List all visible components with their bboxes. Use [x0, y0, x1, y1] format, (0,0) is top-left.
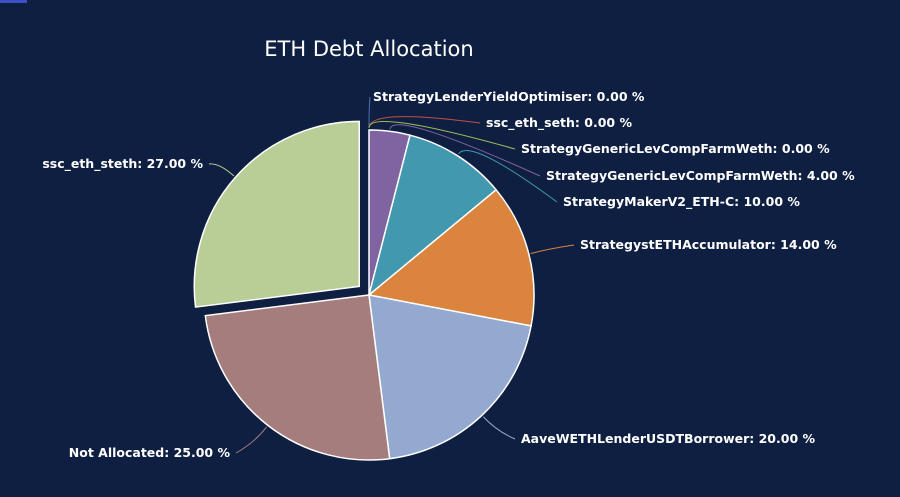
pie-slice-strategystethaccumulator-5[interactable] [367, 188, 535, 327]
pie-slice-aavewethlenderusdtborrower-6[interactable] [368, 294, 532, 460]
corner-accent [0, 0, 27, 3]
data-label-not-allocated-7: Not Allocated: 25.00 % [69, 445, 231, 460]
data-label-strategymakerv2-eth-c-4: StrategyMakerV2_ETH-C: 10.00 % [563, 194, 800, 210]
pie-slice-strategymakerv2-eth-c-4[interactable] [367, 134, 498, 298]
connector-line-ssc-eth-steth-8 [208, 163, 235, 177]
connector-line-not-allocated-7 [235, 426, 268, 454]
pie-slice-ssc-eth-steth-8[interactable] [193, 120, 360, 308]
data-label-strategygenericlevcompfarmweth-3: StrategyGenericLevCompFarmWeth: 4.00 % [546, 168, 855, 183]
data-label-ssc-eth-steth-8: ssc_eth_steth: 27.00 % [42, 156, 203, 172]
connector-line-strategygenericlevcompfarmweth-2 [368, 120, 516, 150]
data-label-aavewethlenderusdtborrower-6: AaveWETHLenderUSDTBorrower: 20.00 % [521, 431, 816, 446]
chart-title: ETH Debt Allocation [264, 37, 473, 61]
data-label-strategygenericlevcompfarmweth-2: StrategyGenericLevCompFarmWeth: 0.00 % [521, 141, 830, 156]
data-label-ssc-eth-seth-1: ssc_eth_seth: 0.00 % [486, 115, 632, 131]
connector-line-aavewethlenderusdtborrower-6 [482, 416, 516, 440]
connector-line-strategygenericlevcompfarmweth-3 [389, 124, 541, 177]
data-label-strategylenderyieldoptimiser-0: StrategyLenderYieldOptimiser: 0.00 % [373, 89, 645, 104]
connector-line-strategystethaccumulator-5 [530, 244, 575, 254]
pie-slice-not-allocated-7[interactable] [204, 294, 391, 461]
connector-line-strategylenderyieldoptimiser-0 [368, 96, 371, 129]
connector-line-strategymakerv2-eth-c-4 [458, 150, 558, 203]
data-label-strategystethaccumulator-5: StrategystETHAccumulator: 14.00 % [580, 237, 837, 252]
